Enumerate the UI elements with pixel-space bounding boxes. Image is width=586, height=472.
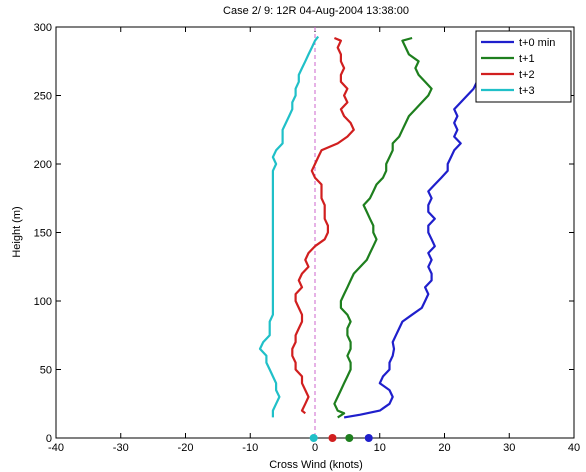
x-tick-label: 10 — [374, 442, 386, 454]
y-tick-label: 200 — [34, 159, 52, 171]
legend-label-3: t+3 — [519, 85, 535, 97]
y-tick-label: 100 — [34, 296, 52, 308]
y-tick-label: 250 — [34, 91, 52, 103]
series-line-2 — [291, 36, 355, 415]
series-marker-3 — [309, 434, 318, 442]
legend-label-0: t+0 min — [519, 37, 555, 49]
series-marker-2 — [328, 434, 337, 442]
chart-title: Case 2/ 9: 12R 04-Aug-2004 13:38:00 — [223, 5, 409, 17]
y-tick-label: 300 — [34, 22, 52, 34]
x-tick-label: 0 — [312, 442, 318, 454]
series-line-0 — [343, 40, 485, 419]
y-axis-ticks: 0 50 100 150 200 250 300 — [34, 22, 574, 445]
y-tick-label: 0 — [46, 433, 52, 445]
y-tick-label: 150 — [34, 228, 52, 240]
y-tick-label: 50 — [40, 365, 52, 377]
x-tick-label: 40 — [568, 442, 580, 454]
legend: t+0 min t+1 t+2 t+3 — [475, 30, 572, 103]
series-lines — [258, 35, 485, 419]
series-marker-1 — [345, 434, 354, 442]
series-line-1 — [333, 36, 433, 419]
x-axis-ticks: -40 -30 -20 -10 0 10 20 30 40 — [48, 27, 580, 454]
x-tick-label: -30 — [113, 442, 129, 454]
series-markers — [309, 434, 373, 442]
x-axis-label: Cross Wind (knots) — [269, 459, 363, 471]
legend-label-1: t+1 — [519, 53, 535, 65]
y-axis-label: Height (m) — [11, 206, 23, 257]
x-tick-label: -10 — [242, 442, 258, 454]
legend-label-2: t+2 — [519, 69, 535, 81]
series-line-3 — [258, 35, 320, 418]
x-tick-label: -20 — [178, 442, 194, 454]
x-tick-label: -40 — [48, 442, 64, 454]
x-tick-label: 20 — [438, 442, 450, 454]
x-tick-label: 30 — [503, 442, 515, 454]
series-marker-0 — [364, 434, 373, 442]
